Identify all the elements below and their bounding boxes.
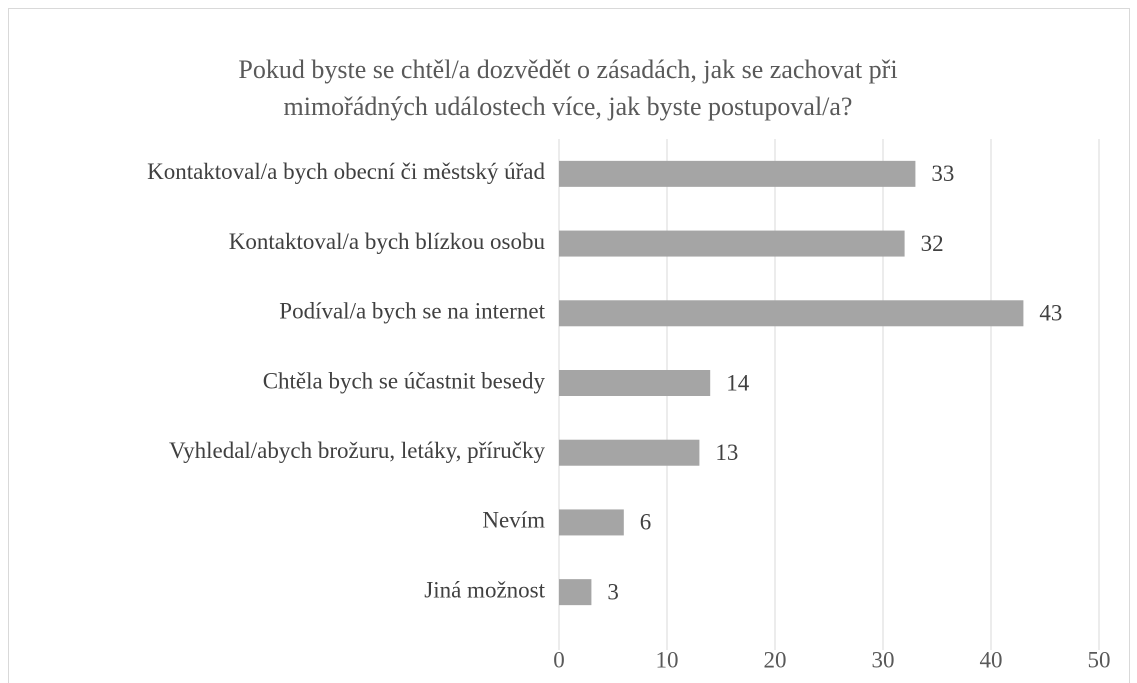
y-tick-label: Vyhledal/abych brožuru, letáky, příručky — [169, 438, 545, 463]
data-label: 32 — [921, 231, 944, 256]
x-tick-label: 0 — [553, 647, 565, 672]
data-label: 6 — [640, 510, 652, 535]
x-tick-label: 10 — [656, 647, 679, 672]
bar — [559, 579, 592, 606]
bar — [559, 230, 905, 257]
y-tick-label: Nevím — [482, 508, 545, 533]
bar — [559, 160, 916, 187]
bar — [559, 300, 1024, 327]
x-tick-label: 50 — [1088, 647, 1111, 672]
y-tick-label: Kontaktoval/a bych obecní či městský úřa… — [147, 159, 545, 184]
y-tick-label: Jiná možnost — [424, 577, 545, 602]
data-label: 3 — [607, 579, 619, 604]
x-tick-label: 30 — [872, 647, 895, 672]
x-tick-label: 20 — [764, 647, 787, 672]
data-label: 33 — [931, 161, 954, 186]
data-label: 43 — [1039, 301, 1062, 326]
x-tick-label: 40 — [980, 647, 1003, 672]
chart-frame — [8, 8, 1130, 683]
chart-title: Pokud byste se chtěl/a dozvědět o zásadá… — [238, 55, 897, 84]
data-label: 13 — [715, 440, 738, 465]
bar — [559, 509, 624, 536]
bar — [559, 370, 711, 396]
y-tick-label: Podíval/a bych se na internet — [279, 299, 545, 324]
chart-title: mimořádných událostech více, jak byste p… — [284, 92, 853, 121]
y-tick-label: Kontaktoval/a bych blízkou osobu — [229, 229, 546, 254]
bar — [559, 439, 700, 466]
data-label: 14 — [726, 370, 750, 395]
y-tick-label: Chtěla bych se účastnit besedy — [263, 368, 546, 393]
